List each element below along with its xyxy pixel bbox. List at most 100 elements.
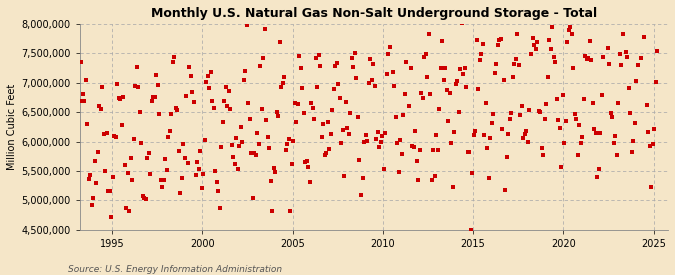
Point xyxy=(626,150,637,154)
Point xyxy=(562,39,572,44)
Point xyxy=(180,156,190,160)
Point xyxy=(527,36,538,40)
Point xyxy=(504,117,515,122)
Point xyxy=(539,117,550,121)
Point xyxy=(533,108,544,113)
Point xyxy=(414,148,425,153)
Point xyxy=(435,66,446,71)
Point xyxy=(103,188,113,193)
Point xyxy=(140,197,151,202)
Point xyxy=(529,43,539,47)
Point xyxy=(575,141,586,145)
Point xyxy=(408,145,419,149)
Point xyxy=(282,141,293,146)
Point xyxy=(530,47,541,51)
Point xyxy=(276,84,287,89)
Point xyxy=(345,110,356,115)
Point xyxy=(80,78,91,82)
Point xyxy=(569,112,580,116)
Point xyxy=(640,9,651,13)
Point xyxy=(187,90,198,94)
Point xyxy=(446,141,457,145)
Point xyxy=(395,138,406,143)
Point xyxy=(321,151,332,155)
Point xyxy=(482,146,493,150)
Point xyxy=(77,92,88,96)
Point xyxy=(294,54,304,58)
Point xyxy=(280,147,291,152)
Point xyxy=(581,57,592,61)
Point xyxy=(468,133,479,137)
Title: Monthly U.S. Natural Gas Non-Salt Underground Storage - Total: Monthly U.S. Natural Gas Non-Salt Underg… xyxy=(151,7,597,20)
Point xyxy=(549,60,560,64)
Point xyxy=(462,150,473,154)
Point xyxy=(536,145,547,150)
Point xyxy=(173,149,184,153)
Point xyxy=(358,140,369,144)
Point xyxy=(342,125,353,130)
Point xyxy=(585,39,595,43)
Point xyxy=(232,167,243,172)
Point xyxy=(601,16,612,20)
Point xyxy=(455,67,466,72)
Point xyxy=(508,75,518,79)
Point xyxy=(254,64,265,68)
Point xyxy=(267,209,277,214)
Point xyxy=(220,85,231,89)
Point xyxy=(652,49,663,53)
Point xyxy=(105,189,115,193)
Point xyxy=(312,85,323,90)
Point xyxy=(142,156,153,161)
Point xyxy=(488,112,499,117)
Point xyxy=(259,27,270,31)
Point xyxy=(587,101,598,106)
Point xyxy=(629,121,640,125)
Point xyxy=(506,111,517,115)
Point xyxy=(139,196,150,200)
Point xyxy=(76,59,86,64)
Point xyxy=(230,162,240,166)
Point xyxy=(247,196,258,200)
Point xyxy=(438,78,449,82)
Point xyxy=(401,60,412,64)
Point xyxy=(273,114,284,119)
Point xyxy=(336,141,347,145)
Point xyxy=(200,80,211,84)
Point xyxy=(171,106,182,110)
Point xyxy=(151,73,162,77)
Point xyxy=(541,101,551,106)
Point xyxy=(216,145,227,150)
Point xyxy=(186,74,196,78)
Point xyxy=(595,131,605,135)
Point xyxy=(647,142,658,147)
Point xyxy=(354,158,365,163)
Point xyxy=(402,3,413,7)
Point xyxy=(602,46,613,50)
Point xyxy=(634,10,645,14)
Point xyxy=(101,131,112,136)
Point xyxy=(509,62,520,67)
Point xyxy=(313,53,324,57)
Point xyxy=(167,59,178,64)
Point xyxy=(449,129,460,134)
Point xyxy=(145,172,156,176)
Point xyxy=(214,205,225,210)
Point xyxy=(556,165,566,169)
Point xyxy=(477,42,488,46)
Point xyxy=(292,102,303,106)
Point xyxy=(207,98,217,103)
Point xyxy=(202,74,213,78)
Point xyxy=(256,107,267,112)
Point xyxy=(646,185,657,189)
Point xyxy=(428,147,439,152)
Point xyxy=(494,38,505,43)
Point xyxy=(554,126,565,130)
Point xyxy=(450,81,461,86)
Point xyxy=(620,50,631,54)
Point xyxy=(144,151,155,155)
Point xyxy=(128,137,139,142)
Point xyxy=(119,163,130,167)
Point xyxy=(444,91,455,95)
Point xyxy=(85,173,96,177)
Point xyxy=(423,31,434,36)
